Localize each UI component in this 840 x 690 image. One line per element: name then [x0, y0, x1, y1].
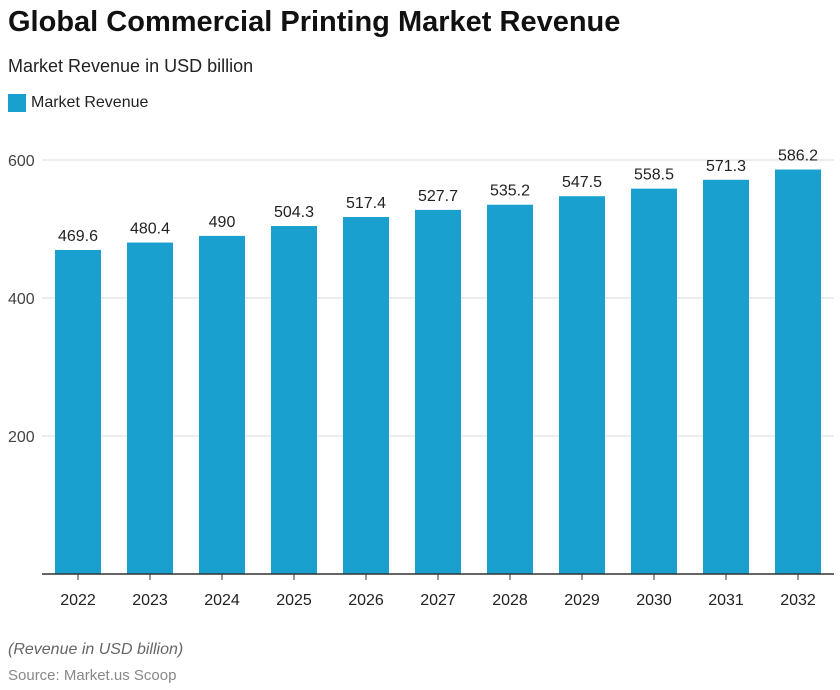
- x-tick-label: 2030: [636, 592, 672, 609]
- bar: [775, 169, 821, 574]
- x-tick-label: 2027: [420, 592, 456, 609]
- legend-swatch: [8, 94, 26, 112]
- bar: [703, 179, 749, 575]
- bar: [487, 204, 533, 574]
- y-tick-label: 600: [8, 153, 35, 170]
- x-tick-label: 2024: [204, 592, 240, 609]
- data-label: 558.5: [634, 167, 674, 184]
- bar: [631, 188, 677, 574]
- data-label: 504.3: [274, 204, 314, 221]
- x-tick-label: 2025: [276, 592, 312, 609]
- data-label: 571.3: [706, 158, 746, 175]
- legend-label: Market Revenue: [31, 94, 149, 111]
- bar: [127, 242, 173, 575]
- x-tick-label: 2026: [348, 592, 384, 609]
- chart-source: Source: Market.us Scoop: [8, 667, 177, 684]
- legend: Market Revenue: [8, 94, 148, 112]
- bar: [199, 235, 245, 574]
- data-label: 517.4: [346, 195, 386, 212]
- x-tick-label: 2031: [708, 592, 744, 609]
- bar: [271, 226, 317, 574]
- data-label: 547.5: [562, 174, 602, 191]
- bar: [559, 196, 605, 574]
- data-label: 480.4: [130, 221, 170, 238]
- y-tick-label: 200: [8, 429, 35, 446]
- data-label: 586.2: [778, 148, 818, 165]
- chart-title: Global Commercial Printing Market Revenu…: [8, 6, 621, 38]
- x-tick-label: 2023: [132, 592, 168, 609]
- data-label: 527.7: [418, 188, 458, 205]
- x-tick-label: 2029: [564, 592, 600, 609]
- x-tick-label: 2028: [492, 592, 528, 609]
- bar: [343, 216, 389, 574]
- y-tick-label: 400: [8, 291, 35, 308]
- bar: [55, 249, 101, 574]
- bar: [415, 209, 461, 574]
- x-tick-label: 2022: [60, 592, 96, 609]
- chart-note: (Revenue in USD billion): [8, 641, 184, 658]
- data-label: 490: [209, 214, 236, 231]
- chart-subtitle: Market Revenue in USD billion: [8, 56, 254, 76]
- x-tick-label: 2032: [780, 592, 816, 609]
- data-label: 469.6: [58, 228, 98, 245]
- data-label: 535.2: [490, 183, 530, 200]
